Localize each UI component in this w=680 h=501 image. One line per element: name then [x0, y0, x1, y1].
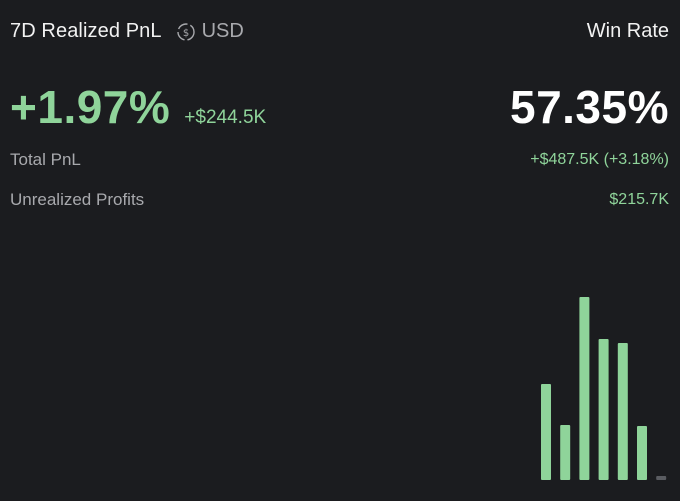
chart-bar-1	[541, 384, 551, 480]
panel-header: 7D Realized PnL $ USD	[10, 20, 244, 43]
currency-label: USD	[201, 20, 244, 42]
chart-bar-5	[617, 343, 628, 480]
chart-bar-2	[560, 425, 571, 480]
chart-bar-3	[579, 297, 590, 480]
realized-pnl-summary: +1.97% +$244.5K	[10, 80, 266, 134]
chart-bar-6	[637, 426, 647, 480]
svg-text:$: $	[182, 28, 188, 39]
total-pnl-label: Total PnL	[10, 150, 81, 169]
panel-title: 7D Realized PnL	[10, 20, 162, 42]
total-pnl-row: Total PnL +$487.5K (+3.18%)	[10, 150, 669, 170]
currency-toggle[interactable]: $ USD	[176, 20, 244, 43]
unrealized-profits-value: $215.7K	[609, 191, 669, 208]
unrealized-profits-label: Unrealized Profits	[10, 190, 145, 209]
chart-bar-4	[598, 339, 609, 480]
unrealized-profits-row: Unrealized Profits $215.7K	[10, 190, 669, 210]
realized-pnl-percent: +1.97%	[10, 81, 171, 133]
win-rate-label: Win Rate	[586, 20, 669, 42]
chart-bar-7	[656, 476, 667, 480]
total-pnl-value: +$487.5K (+3.18%)	[530, 151, 669, 168]
dollar-swap-icon: $	[176, 22, 195, 41]
realized-pnl-amount: +$244.5K	[184, 107, 267, 128]
win-rate-value: 57.35%	[509, 81, 669, 133]
